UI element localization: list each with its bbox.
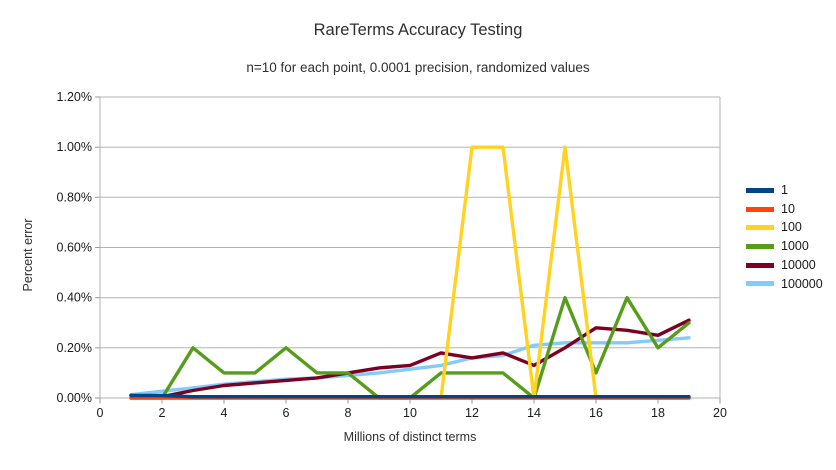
x-tick-label: 16 [589, 406, 603, 420]
legend-item-1: 1 [746, 181, 823, 200]
y-tick-label: 1.00% [57, 140, 92, 154]
legend-label: 100000 [781, 276, 823, 291]
chart-title: RareTerms Accuracy Testing [313, 21, 523, 39]
legend-label: 1 [781, 183, 788, 198]
series-line-10000 [129, 318, 691, 399]
x-tick-label: 6 [283, 406, 290, 420]
x-tick-label: 12 [465, 406, 479, 420]
legend-line-chip [746, 187, 774, 193]
legend-label: 100 [781, 220, 802, 235]
x-tick-label: 2 [159, 406, 166, 420]
legend-item-10000: 10000 [746, 256, 823, 275]
x-tick-label: 14 [527, 406, 541, 420]
chart-subtitle: n=10 for each point, 0.0001 precision, r… [246, 60, 590, 75]
x-tick-label: 4 [221, 406, 228, 420]
y-tick-label: 0.80% [57, 190, 92, 204]
series-line-100 [129, 145, 691, 400]
legend: 1 10 100 1000 10000 100000 [746, 181, 823, 293]
x-tick-label: 8 [345, 406, 352, 420]
legend-label: 10 [781, 201, 795, 216]
x-tick-label: 10 [403, 406, 417, 420]
legend-item-1000: 1000 [746, 237, 823, 256]
legend-label: 1000 [781, 239, 809, 254]
legend-item-10: 10 [746, 200, 823, 219]
y-tick-label: 0.00% [57, 391, 92, 405]
y-axis-title: Percent error [21, 218, 35, 292]
legend-line-chip [746, 281, 774, 287]
x-tick-label: 0 [97, 406, 104, 420]
x-tick-label: 20 [713, 406, 727, 420]
legend-label: 10000 [781, 257, 816, 272]
legend-line-chip [746, 243, 774, 249]
legend-item-100000: 100000 [746, 274, 823, 293]
y-tick-label: 0.40% [57, 291, 92, 305]
x-axis-title: Millions of distinct terms [343, 430, 477, 444]
legend-line-chip [746, 206, 774, 212]
x-tick-label: 18 [651, 406, 665, 420]
legend-line-chip [746, 262, 774, 268]
y-tick-label: 0.20% [57, 341, 92, 355]
legend-item-100: 100 [746, 218, 823, 237]
series-line-1 [129, 393, 691, 399]
y-tick-label: 1.20% [57, 90, 92, 104]
y-tick-label: 0.60% [57, 241, 92, 255]
legend-line-chip [746, 225, 774, 231]
